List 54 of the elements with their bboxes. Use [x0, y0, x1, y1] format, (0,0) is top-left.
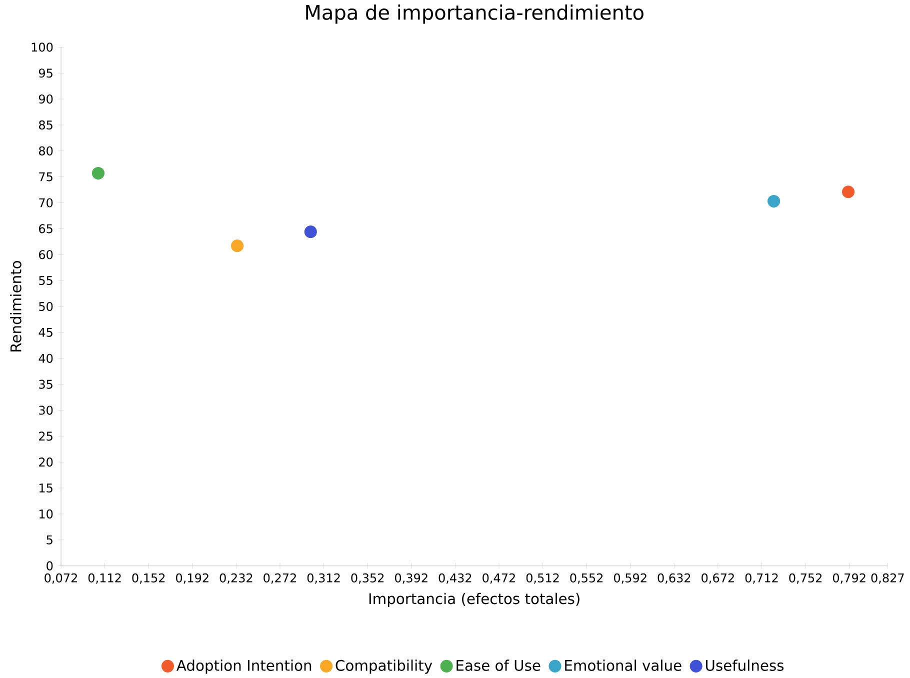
- x-tick-label: 0,152: [132, 573, 165, 584]
- y-tick-label: 65: [39, 224, 52, 234]
- chart-title: Mapa de importancia-rendimiento: [306, 4, 644, 24]
- x-tick-label: 0,552: [570, 573, 603, 584]
- x-tick-label: 0,352: [351, 573, 384, 584]
- y-tick-label: 95: [38, 68, 52, 78]
- x-tick-label: 0,392: [395, 573, 428, 584]
- point: [768, 194, 780, 208]
- y-tick-label: 60: [39, 250, 53, 260]
- legend-label: Emotional value: [565, 660, 682, 671]
- y-tick-label: 55: [39, 276, 52, 285]
- legend-label: Compatibility: [336, 660, 432, 674]
- y-tick-label: 5: [46, 535, 52, 544]
- y-tick-label: 25: [39, 432, 52, 441]
- y-tick-label: 0: [46, 561, 53, 570]
- y-axis-title: Rendimiento: [10, 260, 22, 352]
- y-tick-label: 15: [40, 484, 52, 492]
- y-tick-label: 75: [39, 172, 52, 182]
- x-tick-label: 0,792: [832, 573, 866, 584]
- y-tick-label: 80: [39, 146, 53, 156]
- x-axis-title: Importancia (efectos totales): [369, 592, 580, 608]
- point: [92, 166, 105, 180]
- x-tick-label: 0,272: [264, 573, 296, 584]
- y-tick-label: 50: [39, 302, 53, 312]
- point: [304, 226, 317, 238]
- y-tick-label: 90: [38, 94, 53, 104]
- y-tick-label: 85: [39, 120, 52, 130]
- y-tick-label: 70: [39, 198, 53, 208]
- legend-label: Usefulness: [706, 660, 784, 671]
- y-tick-label: 20: [39, 458, 53, 467]
- y-tick-label: 35: [39, 380, 52, 389]
- x-tick-label: 0,632: [658, 573, 690, 584]
- x-tick-label: 0,192: [176, 573, 208, 584]
- point: [842, 186, 855, 198]
- y-tick-label: 10: [40, 509, 53, 518]
- y-tick-label: 30: [39, 406, 53, 415]
- x-tick-label: 0,072: [44, 573, 77, 584]
- point: [231, 240, 244, 252]
- y-tick-label: 40: [38, 354, 53, 363]
- x-tick-label: 0,312: [307, 573, 340, 584]
- x-tick-label: 0,512: [526, 573, 559, 584]
- y-tick-label: 45: [38, 328, 52, 337]
- legend-label: Adoption Intention: [176, 660, 312, 674]
- x-tick-label: 0,752: [789, 573, 822, 584]
- legend-label: Ease of Use: [456, 660, 540, 671]
- y-tick-label: 100: [32, 42, 53, 52]
- x-tick-label: 0,432: [438, 573, 472, 584]
- x-tick-label: 0,112: [88, 573, 121, 584]
- x-tick-label: 0,827: [871, 573, 904, 584]
- x-tick-label: 0,232: [220, 573, 252, 584]
- x-tick-label: 0,672: [702, 573, 734, 584]
- x-tick-label: 0,472: [482, 573, 515, 584]
- x-tick-label: 0,592: [614, 573, 646, 584]
- x-tick-label: 0,712: [745, 573, 778, 584]
